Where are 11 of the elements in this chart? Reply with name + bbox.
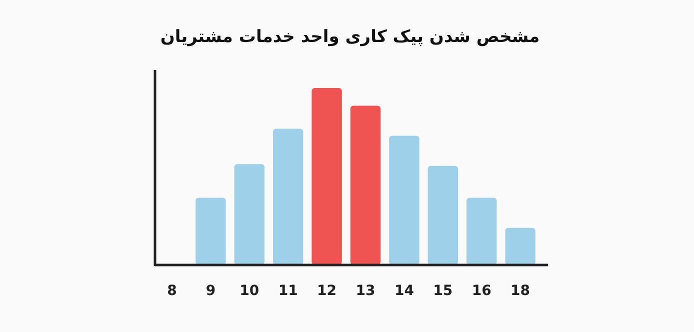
x-tick-label: 11 xyxy=(278,283,298,299)
x-tick-label: 14 xyxy=(394,283,414,299)
x-tick-label: 9 xyxy=(206,283,216,299)
x-tick-label: 16 xyxy=(472,283,492,299)
x-tick-label: 18 xyxy=(510,283,530,299)
x-tick-label: 8 xyxy=(167,283,177,299)
x-tick-label: 13 xyxy=(356,283,376,299)
chart-title: مشخص شدن پیک کاری واحد خدمات مشتریان xyxy=(160,27,540,47)
x-tick-label: 10 xyxy=(240,283,260,299)
x-tick-label: 12 xyxy=(317,283,337,299)
x-tick-label: 15 xyxy=(433,283,453,299)
